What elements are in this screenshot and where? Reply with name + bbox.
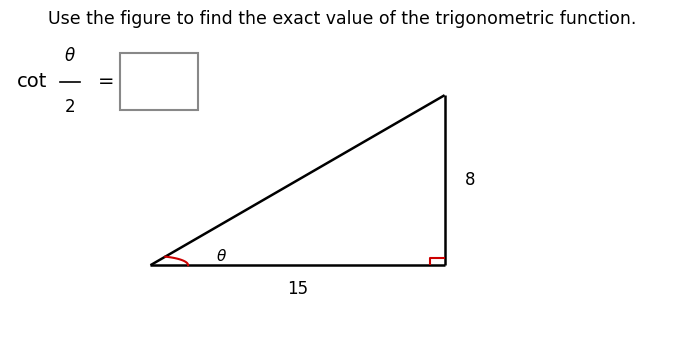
Text: 15: 15 — [287, 280, 308, 298]
Text: 8: 8 — [465, 171, 475, 189]
Text: θ: θ — [217, 249, 226, 264]
Text: cot: cot — [17, 72, 47, 91]
Bar — [120, 53, 198, 110]
Text: $\theta$: $\theta$ — [64, 47, 76, 65]
Text: Use the figure to find the exact value of the trigonometric function.: Use the figure to find the exact value o… — [48, 10, 636, 28]
Text: 2: 2 — [64, 98, 75, 116]
Text: =: = — [98, 72, 114, 91]
